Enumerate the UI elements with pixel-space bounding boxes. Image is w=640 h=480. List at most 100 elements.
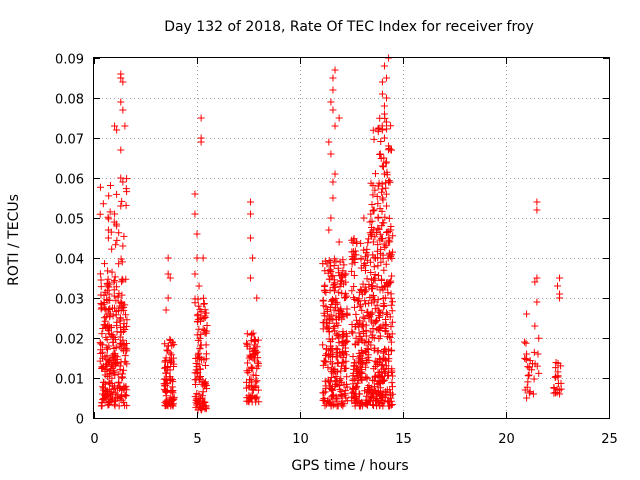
data-point: [362, 300, 370, 308]
data-point: [338, 289, 346, 297]
data-point: [351, 259, 359, 267]
data-point: [196, 354, 204, 362]
data-point: [201, 361, 209, 369]
data-point: [117, 298, 125, 306]
data-point: [170, 341, 178, 349]
data-point: [350, 283, 358, 291]
data-point: [534, 350, 542, 358]
data-point: [361, 387, 369, 395]
data-point: [198, 394, 206, 402]
data-point: [116, 333, 124, 341]
data-point: [97, 283, 105, 291]
data-point: [338, 331, 346, 339]
data-point: [117, 74, 125, 82]
data-point: [370, 365, 378, 373]
data-point: [377, 373, 385, 381]
data-point: [110, 400, 118, 408]
x-tick-label: 5: [193, 432, 201, 447]
data-point: [373, 301, 381, 309]
data-point: [120, 323, 128, 331]
data-point: [110, 356, 118, 364]
data-point: [113, 328, 121, 336]
data-point: [343, 332, 351, 340]
data-point: [162, 306, 170, 314]
data-point: [376, 402, 384, 410]
data-point: [378, 222, 386, 230]
data-point: [382, 229, 390, 237]
data-point: [117, 146, 125, 154]
data-point: [104, 234, 112, 242]
data-point: [378, 180, 386, 188]
y-tick-label: 0.07: [55, 133, 84, 148]
data-point: [111, 122, 119, 130]
data-point: [115, 260, 123, 268]
data-point: [336, 386, 344, 394]
data-point: [353, 367, 361, 375]
data-point: [329, 316, 337, 324]
data-point: [105, 371, 113, 379]
data-point: [330, 391, 338, 399]
data-point: [103, 280, 111, 288]
data-point: [530, 348, 538, 356]
data-point: [330, 287, 338, 295]
data-point: [121, 391, 129, 399]
data-point: [522, 339, 530, 347]
data-point: [339, 341, 347, 349]
data-point: [122, 275, 130, 283]
data-point: [368, 232, 376, 240]
data-point: [343, 309, 351, 317]
data-point: [385, 402, 393, 410]
data-point: [380, 282, 388, 290]
data-point: [371, 186, 379, 194]
data-point: [524, 378, 532, 386]
data-point: [96, 357, 104, 365]
data-point: [116, 324, 124, 332]
y-axis-ticks: 0 0.01 0.02 0.03 0.04 0.05 0.06 0.07 0.08 0.09: [55, 53, 609, 428]
data-point: [356, 390, 364, 398]
data-point: [243, 341, 251, 349]
data-point: [348, 248, 356, 256]
data-point: [374, 214, 382, 222]
data-point: [355, 297, 363, 305]
data-point: [98, 304, 106, 312]
data-point: [112, 241, 120, 249]
data-point: [361, 314, 369, 322]
data-point: [374, 241, 382, 249]
data-point: [161, 357, 169, 365]
data-point: [360, 327, 368, 335]
data-point: [119, 178, 127, 186]
data-point: [321, 312, 329, 320]
data-point: [321, 377, 329, 385]
data-point: [330, 306, 338, 314]
data-point: [161, 364, 169, 372]
data-point: [103, 322, 111, 330]
data-point: [116, 384, 124, 392]
data-point: [337, 367, 345, 375]
data-point: [325, 257, 333, 265]
data-point: [110, 277, 118, 285]
data-point: [322, 384, 330, 392]
data-point: [329, 106, 337, 114]
data-point: [117, 255, 125, 263]
data-point: [115, 229, 123, 237]
data-point: [248, 331, 256, 339]
data-point: [525, 389, 533, 397]
data-point: [371, 170, 379, 178]
data-point: [348, 287, 356, 295]
data-point: [383, 310, 391, 318]
data-point: [556, 274, 564, 282]
data-point: [109, 351, 117, 359]
data-point: [387, 226, 395, 234]
data-point: [116, 342, 124, 350]
data-point: [335, 114, 343, 122]
data-point: [115, 378, 123, 386]
data-point: [364, 353, 372, 361]
data-point: [370, 377, 378, 385]
data-point: [329, 194, 337, 202]
data-point: [166, 373, 174, 381]
data-point: [388, 318, 396, 326]
data-point: [525, 371, 533, 379]
data-point: [103, 360, 111, 368]
data-point: [333, 353, 341, 361]
data-point: [97, 402, 105, 410]
